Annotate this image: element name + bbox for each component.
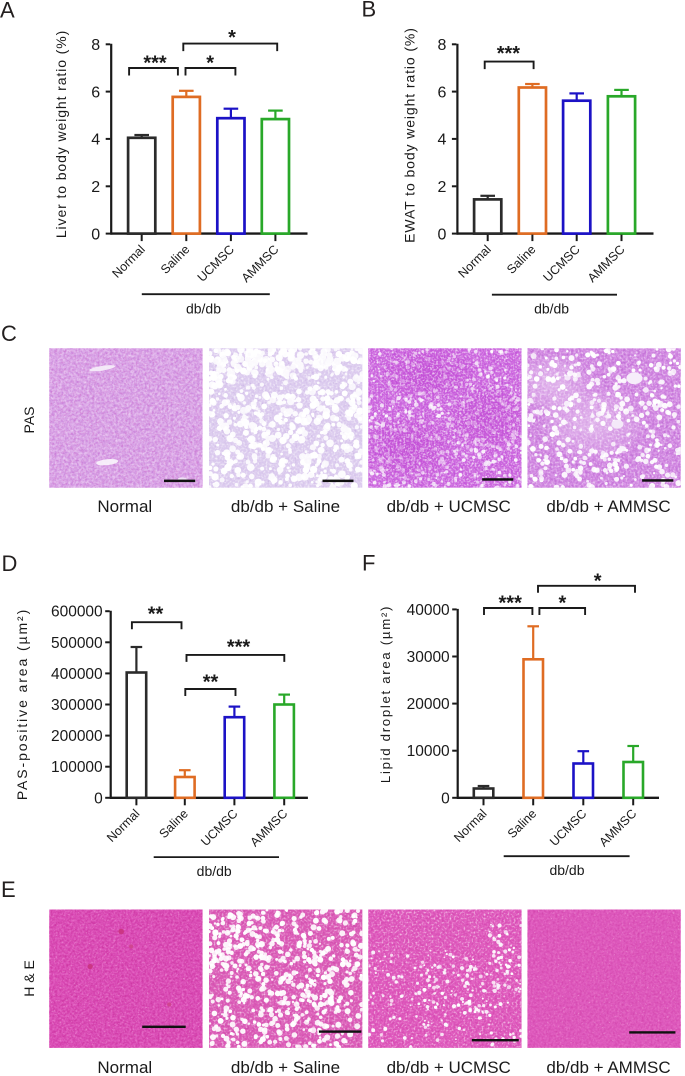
svg-text:db/db + Saline: db/db + Saline xyxy=(231,497,340,516)
svg-text:PAS-positive area (µm²): PAS-positive area (µm²) xyxy=(14,608,30,800)
svg-text:A: A xyxy=(0,0,15,22)
svg-text:E: E xyxy=(1,877,16,902)
svg-text:30000: 30000 xyxy=(407,649,450,666)
svg-text:***: *** xyxy=(227,637,251,659)
svg-text:2: 2 xyxy=(437,179,446,196)
svg-text:600000: 600000 xyxy=(51,604,103,621)
svg-text:***: *** xyxy=(499,593,523,615)
svg-text:0: 0 xyxy=(437,226,446,243)
svg-text:db/db + AMMSC: db/db + AMMSC xyxy=(546,1058,670,1076)
svg-text:db/db: db/db xyxy=(197,863,232,879)
svg-text:db/db + UCMSC: db/db + UCMSC xyxy=(387,497,511,516)
svg-text:20000: 20000 xyxy=(407,696,450,713)
svg-text:Normal: Normal xyxy=(97,497,152,516)
svg-text:10000: 10000 xyxy=(407,743,450,760)
svg-text:*: * xyxy=(206,53,214,75)
svg-text:***: *** xyxy=(143,53,167,75)
svg-text:PAS: PAS xyxy=(21,407,37,434)
svg-text:db/db: db/db xyxy=(534,301,569,317)
svg-text:*: * xyxy=(228,27,236,49)
svg-text:*: * xyxy=(559,593,567,615)
svg-text:db/db: db/db xyxy=(549,862,584,878)
svg-text:400000: 400000 xyxy=(51,666,103,683)
svg-text:Lipid droplet area (µm²): Lipid droplet area (µm²) xyxy=(378,605,393,783)
svg-text:0: 0 xyxy=(94,790,103,807)
svg-text:0: 0 xyxy=(91,226,100,243)
svg-text:EWAT to body weight ratio (%): EWAT to body weight ratio (%) xyxy=(402,27,418,243)
svg-text:4: 4 xyxy=(437,132,446,149)
svg-text:H & E: H & E xyxy=(21,960,37,997)
svg-text:D: D xyxy=(2,551,18,576)
svg-text:8: 8 xyxy=(437,37,446,54)
svg-text:db/db: db/db xyxy=(186,301,221,317)
svg-text:200000: 200000 xyxy=(51,728,103,745)
svg-text:db/db + AMMSC: db/db + AMMSC xyxy=(546,497,670,516)
svg-text:100000: 100000 xyxy=(51,759,103,776)
svg-text:500000: 500000 xyxy=(51,635,103,652)
svg-text:6: 6 xyxy=(437,84,446,101)
svg-text:40000: 40000 xyxy=(407,602,450,619)
svg-text:Normal: Normal xyxy=(97,1058,152,1076)
svg-text:Liver to body weight ratio (%): Liver to body weight ratio (%) xyxy=(53,30,69,238)
svg-text:***: *** xyxy=(497,43,521,65)
svg-text:C: C xyxy=(1,321,17,346)
svg-text:0: 0 xyxy=(441,790,450,807)
svg-text:F: F xyxy=(362,551,375,576)
svg-text:300000: 300000 xyxy=(51,697,103,714)
svg-text:db/db + UCMSC: db/db + UCMSC xyxy=(387,1058,511,1076)
svg-text:8: 8 xyxy=(91,37,100,54)
svg-text:**: ** xyxy=(148,604,164,626)
svg-text:**: ** xyxy=(203,672,219,694)
svg-text:*: * xyxy=(594,570,602,592)
svg-text:2: 2 xyxy=(91,179,100,196)
svg-text:4: 4 xyxy=(91,132,100,149)
svg-text:db/db + Saline: db/db + Saline xyxy=(231,1058,340,1076)
svg-text:B: B xyxy=(362,0,377,21)
svg-text:6: 6 xyxy=(91,84,100,101)
